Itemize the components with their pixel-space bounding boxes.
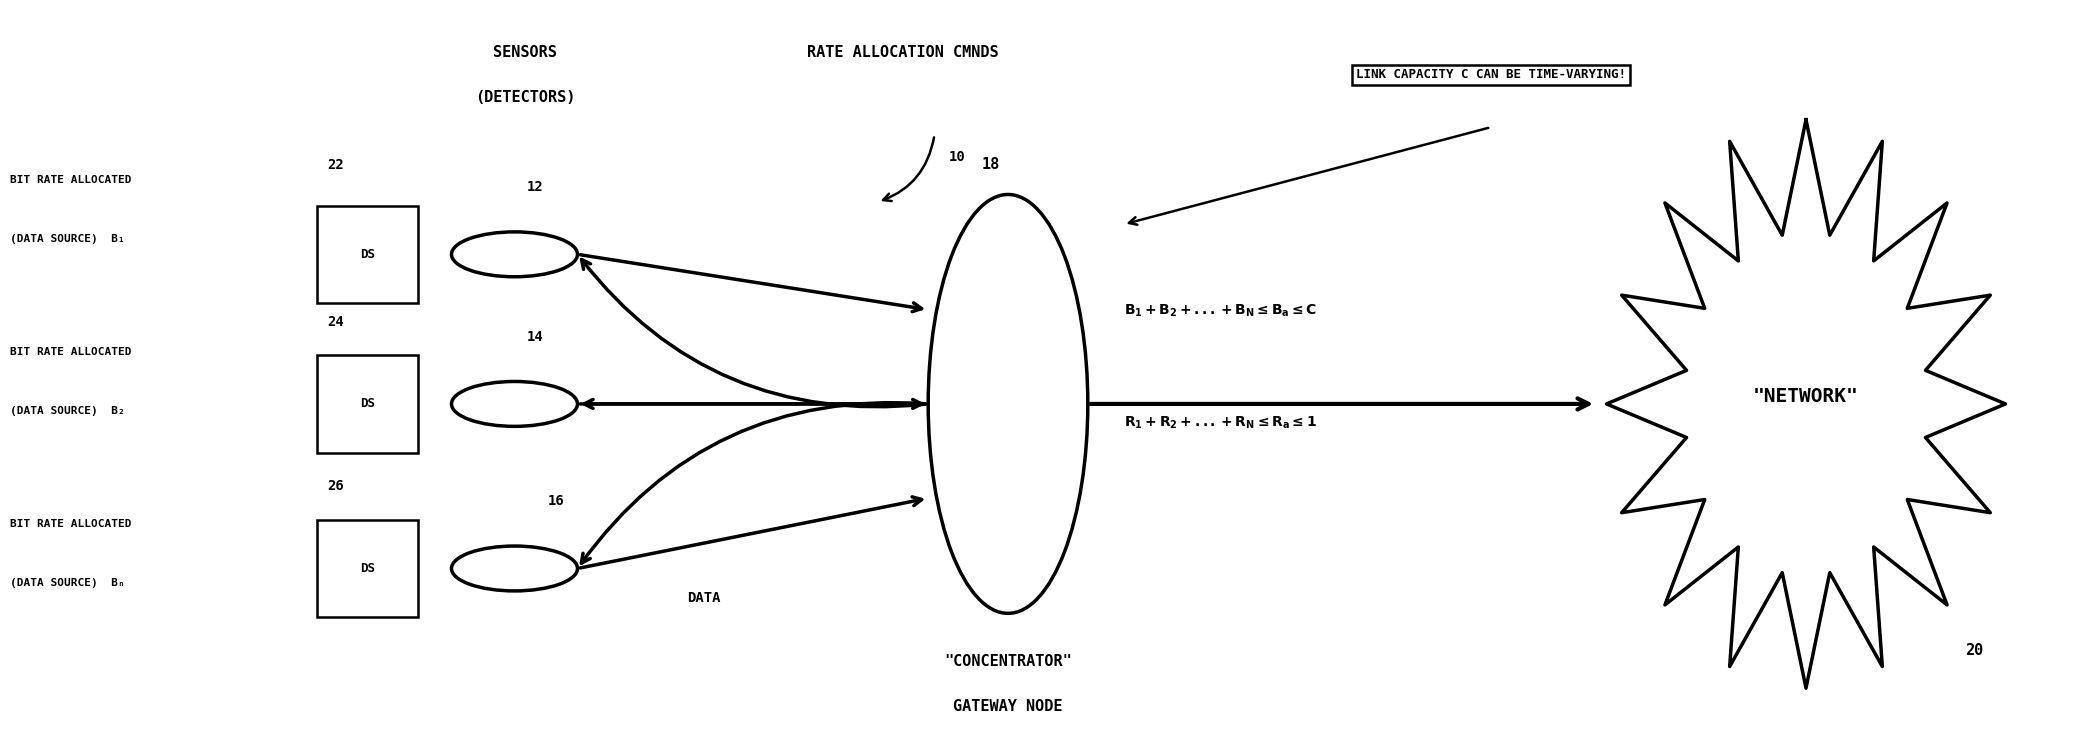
Text: DATA: DATA xyxy=(687,592,720,605)
Text: GATEWAY NODE: GATEWAY NODE xyxy=(953,699,1063,714)
Ellipse shape xyxy=(452,232,578,277)
FancyBboxPatch shape xyxy=(317,520,418,617)
Text: BIT RATE ALLOCATED: BIT RATE ALLOCATED xyxy=(10,518,132,529)
Text: 12: 12 xyxy=(527,180,544,194)
Ellipse shape xyxy=(928,194,1088,613)
Text: "CONCENTRATOR": "CONCENTRATOR" xyxy=(945,654,1071,669)
Text: 22: 22 xyxy=(328,158,344,171)
Text: 16: 16 xyxy=(548,494,565,508)
Ellipse shape xyxy=(452,546,578,591)
Text: BIT RATE ALLOCATED: BIT RATE ALLOCATED xyxy=(10,346,132,357)
FancyBboxPatch shape xyxy=(317,355,418,453)
Text: $\mathbf{R_1+R_2+...+R_N \leq R_a \leq 1}$: $\mathbf{R_1+R_2+...+R_N \leq R_a \leq 1… xyxy=(1124,414,1317,431)
Text: 14: 14 xyxy=(527,330,544,343)
FancyBboxPatch shape xyxy=(317,206,418,303)
Text: SENSORS: SENSORS xyxy=(494,45,556,60)
Text: RATE ALLOCATION CMNDS: RATE ALLOCATION CMNDS xyxy=(806,45,1000,60)
Text: 18: 18 xyxy=(983,157,1000,172)
Text: (DATA SOURCE)  B₂: (DATA SOURCE) B₂ xyxy=(10,406,126,417)
Text: 26: 26 xyxy=(328,479,344,493)
Text: LINK CAPACITY C CAN BE TIME-VARYING!: LINK CAPACITY C CAN BE TIME-VARYING! xyxy=(1357,68,1625,82)
Polygon shape xyxy=(1606,120,2006,688)
Text: DS: DS xyxy=(359,248,376,261)
Text: (DATA SOURCE)  Bₙ: (DATA SOURCE) Bₙ xyxy=(10,578,126,589)
Text: 20: 20 xyxy=(1966,643,1982,658)
Text: 24: 24 xyxy=(328,315,344,328)
Text: (DATA SOURCE)  B₁: (DATA SOURCE) B₁ xyxy=(10,234,126,245)
Text: (DETECTORS): (DETECTORS) xyxy=(475,90,575,105)
Text: BIT RATE ALLOCATED: BIT RATE ALLOCATED xyxy=(10,174,132,185)
Text: DS: DS xyxy=(359,562,376,575)
Ellipse shape xyxy=(452,381,578,426)
Text: DS: DS xyxy=(359,397,376,411)
Text: "NETWORK": "NETWORK" xyxy=(1754,387,1858,406)
Text: 10: 10 xyxy=(949,150,966,164)
Text: $\mathbf{B_1+B_2+...+B_N \leq B_a \leq C}$: $\mathbf{B_1+B_2+...+B_N \leq B_a \leq C… xyxy=(1124,302,1317,319)
